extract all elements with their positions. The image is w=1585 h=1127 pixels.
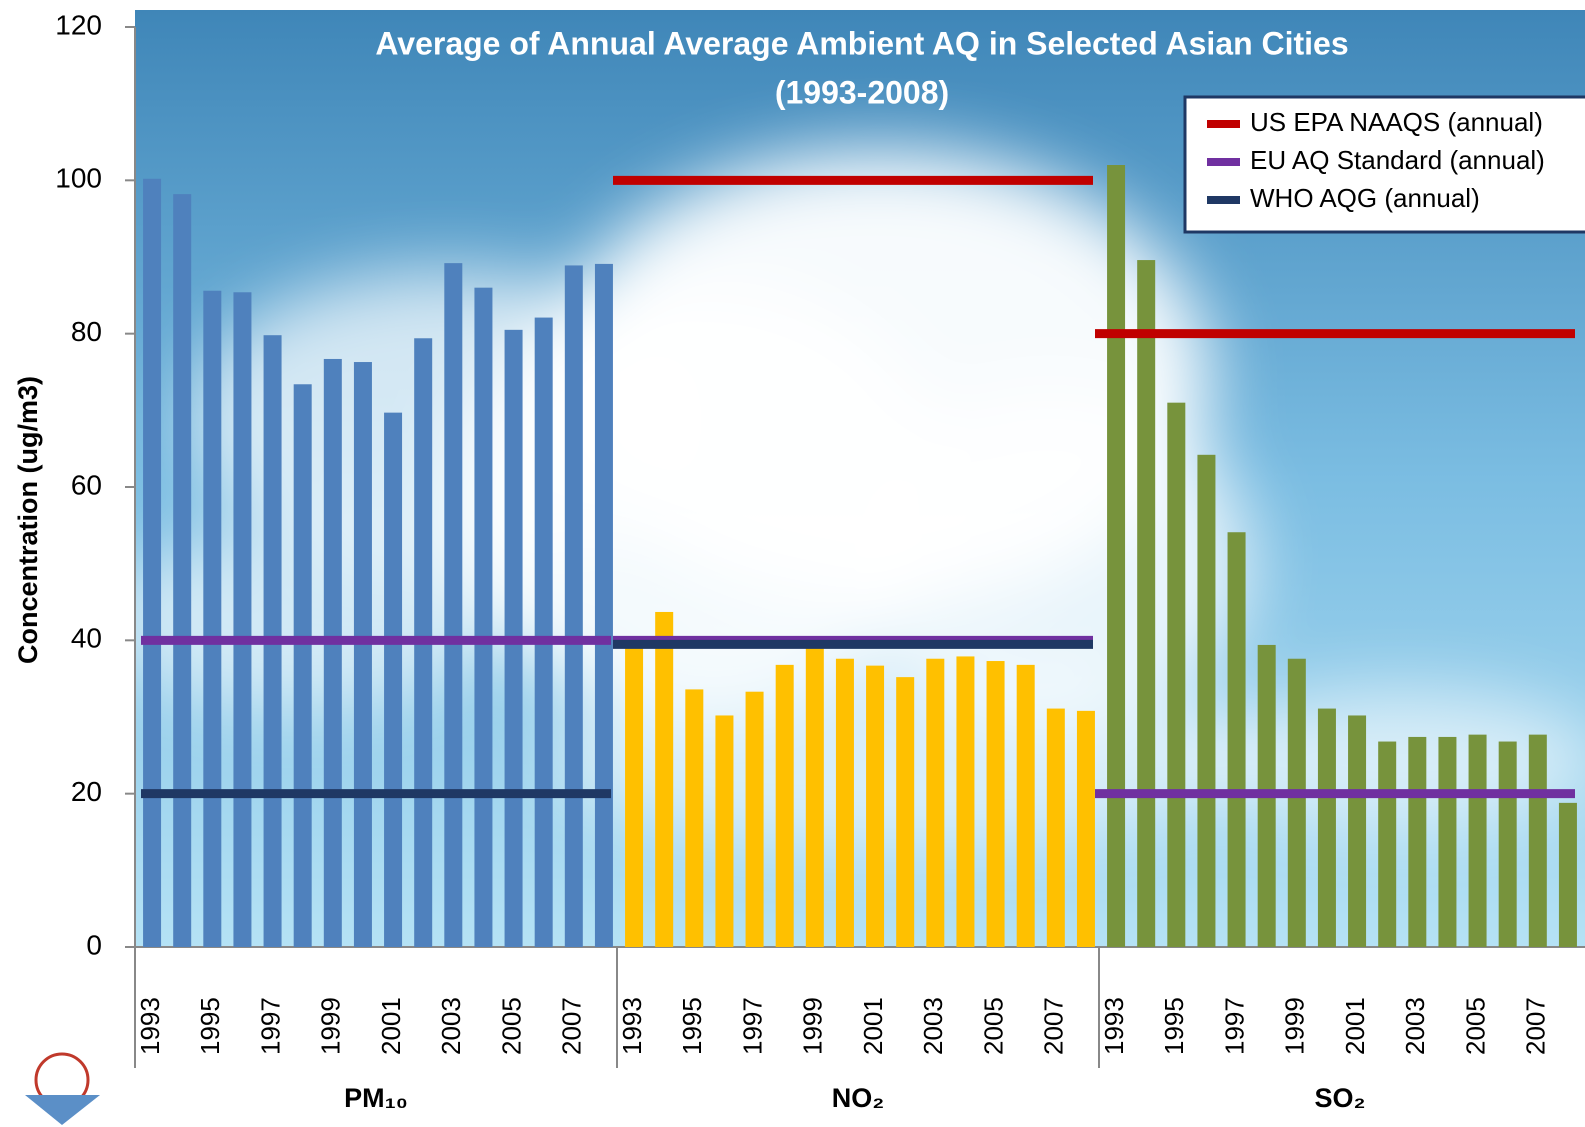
x-tick-label: 2001 bbox=[858, 997, 888, 1055]
y-tick-label: 20 bbox=[71, 776, 102, 807]
x-tick-label: 2001 bbox=[376, 997, 406, 1055]
bar bbox=[173, 194, 192, 948]
bar bbox=[1137, 260, 1156, 948]
x-tick-label: 1997 bbox=[1219, 997, 1249, 1055]
group-label: PM₁₀ bbox=[344, 1083, 408, 1113]
x-tick-label: 2005 bbox=[496, 997, 526, 1055]
bar bbox=[1528, 734, 1547, 947]
bar bbox=[1167, 402, 1186, 948]
bar bbox=[1438, 736, 1457, 947]
legend-box bbox=[1183, 95, 1585, 234]
group-label: NO₂ bbox=[832, 1083, 885, 1113]
bar bbox=[1408, 736, 1427, 947]
bar bbox=[1468, 734, 1487, 947]
bar bbox=[926, 658, 945, 947]
x-tick-label: 1993 bbox=[135, 997, 165, 1055]
bar bbox=[805, 644, 824, 947]
bar bbox=[474, 287, 493, 948]
legend: US EPA NAAQS (annual) EU AQ Standard (ann… bbox=[1183, 95, 1585, 234]
y-axis-title: Concentration (ug/m3) bbox=[13, 376, 43, 664]
bar bbox=[143, 178, 162, 948]
bar bbox=[1227, 532, 1246, 947]
bar bbox=[203, 290, 222, 947]
y-tick-label: 80 bbox=[71, 316, 102, 347]
x-tick-label: 2005 bbox=[978, 997, 1008, 1055]
bar bbox=[444, 263, 463, 948]
bar bbox=[353, 362, 372, 947]
x-tick-label: 2003 bbox=[1400, 997, 1430, 1055]
x-tick-label: 1997 bbox=[737, 997, 767, 1055]
bar bbox=[685, 689, 704, 947]
x-tick-label: 2007 bbox=[1039, 997, 1069, 1055]
bar bbox=[956, 656, 975, 947]
bar bbox=[715, 715, 734, 947]
bar bbox=[1348, 715, 1367, 947]
bar bbox=[1076, 710, 1095, 947]
group-label: SO₂ bbox=[1314, 1083, 1365, 1113]
legend-label: WHO AQG (annual) bbox=[1250, 183, 1480, 213]
bar bbox=[1498, 741, 1517, 947]
bar bbox=[1287, 658, 1306, 947]
bar bbox=[866, 665, 885, 947]
chart-title: Average of Annual Average Ambient AQ in … bbox=[375, 25, 1348, 61]
bar bbox=[1197, 454, 1216, 947]
y-tick-label: 40 bbox=[71, 623, 102, 654]
bar bbox=[594, 263, 613, 947]
x-tick-label: 2003 bbox=[918, 997, 948, 1055]
x-tick-label: 1995 bbox=[1159, 997, 1189, 1055]
bar bbox=[745, 691, 764, 947]
bar bbox=[1378, 741, 1397, 947]
x-tick-label: 1999 bbox=[798, 997, 828, 1055]
bar bbox=[384, 412, 403, 948]
x-tick-label: 2007 bbox=[557, 997, 587, 1055]
chart-subtitle: (1993-2008) bbox=[775, 74, 949, 110]
legend-label: EU AQ Standard (annual) bbox=[1250, 145, 1545, 175]
bar bbox=[655, 611, 674, 947]
bar bbox=[293, 384, 312, 947]
bar bbox=[1317, 708, 1336, 947]
logo bbox=[25, 1052, 100, 1125]
y-tick-label: 60 bbox=[71, 469, 102, 500]
legend-label: US EPA NAAQS (annual) bbox=[1250, 107, 1543, 137]
x-tick-label: 2003 bbox=[436, 997, 466, 1055]
x-tick-label: 1995 bbox=[195, 997, 225, 1055]
x-tick-label: 2001 bbox=[1340, 997, 1370, 1055]
bar bbox=[534, 317, 553, 948]
bar bbox=[1558, 802, 1577, 947]
x-tick-label: 1995 bbox=[677, 997, 707, 1055]
y-tick-label: 100 bbox=[55, 163, 102, 194]
bar bbox=[775, 664, 794, 947]
x-tick-label: 1999 bbox=[316, 997, 346, 1055]
x-tick-label: 2005 bbox=[1460, 997, 1490, 1055]
y-tick-label: 0 bbox=[86, 929, 102, 960]
x-tick-label: 1993 bbox=[1099, 997, 1129, 1055]
bar bbox=[323, 358, 342, 947]
bar bbox=[896, 677, 915, 947]
bar bbox=[233, 292, 252, 947]
x-tick-label: 1997 bbox=[255, 997, 285, 1055]
bar bbox=[1016, 664, 1035, 947]
y-tick-label: 120 bbox=[55, 9, 102, 40]
x-tick-label: 2007 bbox=[1521, 997, 1551, 1055]
bar bbox=[1107, 165, 1126, 947]
x-tick-label: 1999 bbox=[1280, 997, 1310, 1055]
bar bbox=[564, 265, 583, 947]
bar bbox=[1046, 708, 1065, 947]
x-tick-label: 1993 bbox=[617, 997, 647, 1055]
bar bbox=[986, 661, 1005, 947]
bar bbox=[835, 658, 854, 947]
bar bbox=[625, 641, 644, 947]
